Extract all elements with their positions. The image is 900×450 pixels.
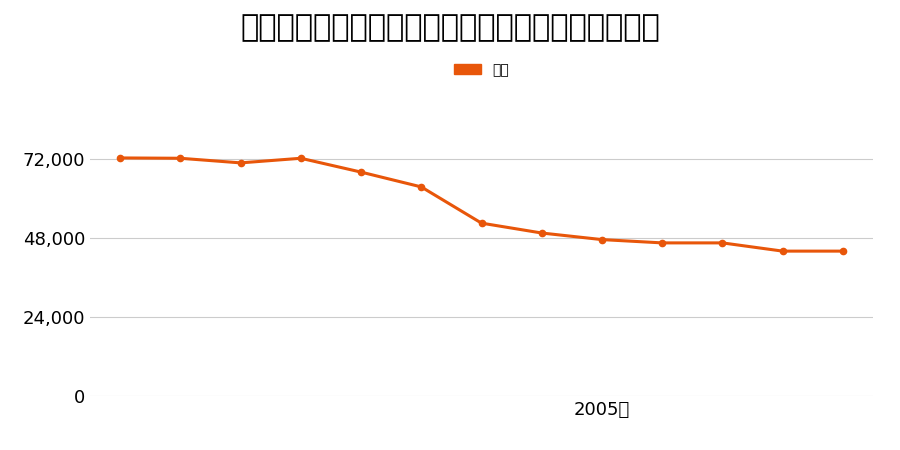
価格 — [838, 248, 849, 254]
Legend: 価格: 価格 — [448, 57, 515, 82]
価格 — [356, 169, 366, 175]
価格 — [476, 220, 487, 226]
価格 — [657, 240, 668, 246]
Text: 宮城県仙台市太白区羽黒台２１番１２外の地価推移: 宮城県仙台市太白区羽黒台２１番１２外の地価推移 — [240, 14, 660, 42]
価格 — [536, 230, 547, 236]
Line: 価格: 価格 — [117, 155, 846, 254]
価格 — [114, 155, 125, 161]
価格 — [235, 160, 246, 166]
価格 — [175, 156, 185, 161]
価格 — [717, 240, 728, 246]
価格 — [597, 237, 608, 242]
価格 — [778, 248, 788, 254]
価格 — [295, 156, 306, 161]
価格 — [416, 184, 427, 189]
